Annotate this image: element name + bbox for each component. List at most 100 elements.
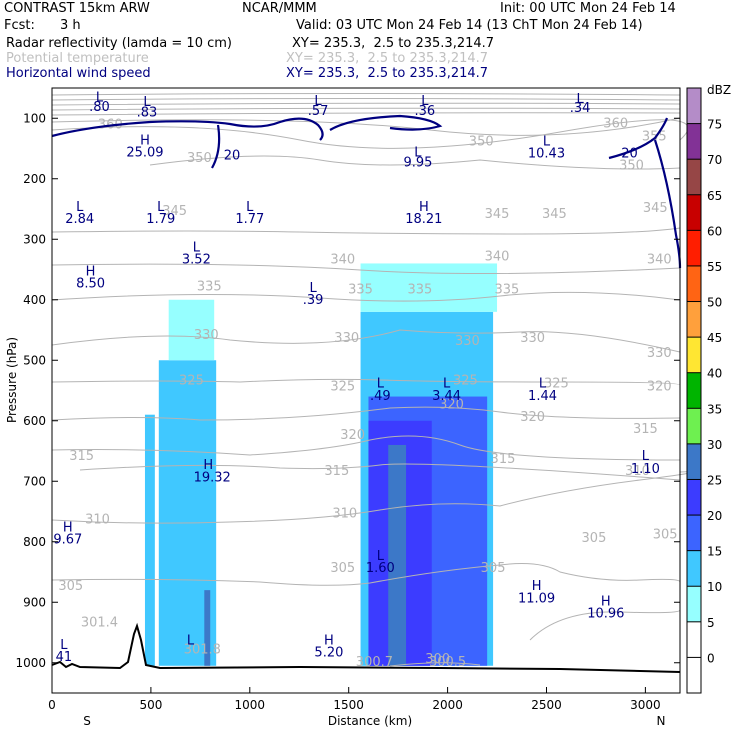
- theta-label: 345: [542, 207, 567, 222]
- fcst-value: 3 h: [60, 18, 81, 33]
- wind-label: L: [60, 638, 68, 653]
- colorbar-bin: [687, 515, 701, 551]
- wind-label: 3.52: [182, 252, 211, 267]
- wind-label: 19.32: [194, 470, 231, 485]
- colorbar-bin: [687, 88, 701, 124]
- wind-label: 1.77: [235, 212, 264, 227]
- x-tick-label: 0: [48, 698, 56, 712]
- y-tick-label: 200: [23, 172, 46, 186]
- wind-label: L: [309, 281, 317, 296]
- colorbar-bin: [687, 194, 701, 231]
- field1-xy: XY= 235.3, 2.5 to 235.3,214.7: [292, 36, 495, 51]
- reflectivity-cells: [144, 263, 498, 666]
- valid-time: Valid: 03 UTC Mon 24 Feb 14 (13 ChT Mon …: [296, 18, 643, 33]
- theta-label: 350: [187, 151, 212, 166]
- wind-label: 2.84: [65, 212, 94, 227]
- wind-label: L: [421, 94, 429, 109]
- wind-label: L: [443, 376, 451, 391]
- wind-label: H: [532, 579, 542, 594]
- wind-label: 1.60: [366, 561, 395, 576]
- theta-label: 300: [425, 652, 450, 667]
- y-axis-title: Pressure (hPa): [5, 337, 19, 423]
- x-tick-label: 1500: [333, 698, 364, 712]
- theta-line: [51, 102, 681, 106]
- field3-xy: XY= 235.3, 2.5 to 235.3,214.7: [286, 66, 489, 81]
- theta-label: 345: [162, 204, 187, 219]
- theta-label: 340: [485, 249, 510, 264]
- colorbar-label: 40: [707, 367, 722, 381]
- wind-label: H: [419, 200, 429, 215]
- theta-line: [51, 471, 694, 524]
- x-end-label-s: S: [83, 714, 91, 728]
- field1-name: Radar reflectivity (lamda = 10 cm): [6, 36, 232, 51]
- y-tick-label: 700: [23, 474, 46, 488]
- wind-label: .83: [137, 105, 158, 120]
- theta-line: [51, 378, 681, 386]
- wind-label: L: [187, 634, 195, 649]
- colorbar-label: 55: [707, 260, 722, 274]
- theta-label: 335: [348, 283, 373, 298]
- wind-label: 20: [224, 148, 241, 163]
- wind-label: H: [324, 634, 334, 649]
- theta-label: 320: [520, 410, 545, 425]
- reflectivity-cell: [144, 414, 155, 666]
- wind-label: L: [314, 94, 322, 109]
- wind-label: L: [377, 549, 385, 564]
- theta-line: [529, 609, 681, 641]
- y-tick-label: 900: [23, 595, 46, 609]
- init-time: Init: 00 UTC Mon 24 Feb 14: [500, 1, 676, 16]
- wind-label: 18.21: [405, 212, 442, 227]
- fcst-label: Fcst:: [4, 18, 35, 33]
- colorbar-bin: [687, 408, 701, 444]
- wind-20-contour: [51, 117, 324, 141]
- field2-name: Potential temperature: [6, 51, 149, 66]
- wind-label: L: [96, 90, 104, 105]
- theta-line: [51, 112, 681, 116]
- colorbar-label: 30: [707, 438, 722, 452]
- wind-label: .34: [570, 101, 591, 116]
- theta-label: 325: [179, 373, 204, 388]
- wind-label: 11.09: [518, 591, 555, 606]
- wind-label: 3.44: [432, 389, 461, 404]
- y-tick-label: 500: [23, 353, 46, 367]
- theta-line: [79, 463, 681, 481]
- theta-label: 345: [643, 201, 668, 216]
- colorbar-bin: [687, 657, 701, 693]
- terrain-profile: [51, 622, 681, 673]
- y-tick-label: 400: [23, 293, 46, 307]
- theta-line: [51, 406, 681, 421]
- theta-label: 330: [455, 334, 480, 349]
- wind-label: H: [86, 265, 96, 280]
- wind-label: .57: [308, 104, 329, 119]
- theta-label: 330: [334, 331, 359, 346]
- colorbar-bin: [687, 586, 701, 622]
- theta-label: 320: [340, 428, 365, 443]
- theta-line: [389, 662, 481, 667]
- colorbar-label: 60: [707, 224, 722, 238]
- theta-label: 315: [633, 422, 658, 437]
- wind-label: 10.96: [587, 606, 624, 621]
- wind-label: 1.44: [528, 389, 557, 404]
- theta-label: 320: [647, 380, 672, 395]
- colorbar-label: 5: [707, 616, 715, 630]
- wind-label: L: [414, 145, 422, 160]
- wind-label: .39: [303, 293, 324, 308]
- wind-label: 1.79: [146, 212, 175, 227]
- theta-contour-lines: [51, 93, 694, 667]
- colorbar-bin: [687, 123, 701, 160]
- reflectivity-cell: [168, 299, 215, 361]
- theta-label: 335: [495, 283, 520, 298]
- wind-label: L: [642, 449, 650, 464]
- x-tick-label: 500: [139, 698, 162, 712]
- theta-line: [51, 329, 681, 353]
- wind-label: 5.20: [314, 646, 343, 661]
- y-tick-label: 800: [23, 535, 46, 549]
- theta-label: 325: [544, 376, 569, 391]
- theta-label: 305: [582, 531, 607, 546]
- theta-label: 360: [603, 116, 628, 131]
- theta-label: 345: [485, 207, 510, 222]
- field3-name: Horizontal wind speed: [6, 66, 151, 81]
- colorbar-bin: [687, 621, 701, 658]
- theta-label: 305: [653, 528, 678, 543]
